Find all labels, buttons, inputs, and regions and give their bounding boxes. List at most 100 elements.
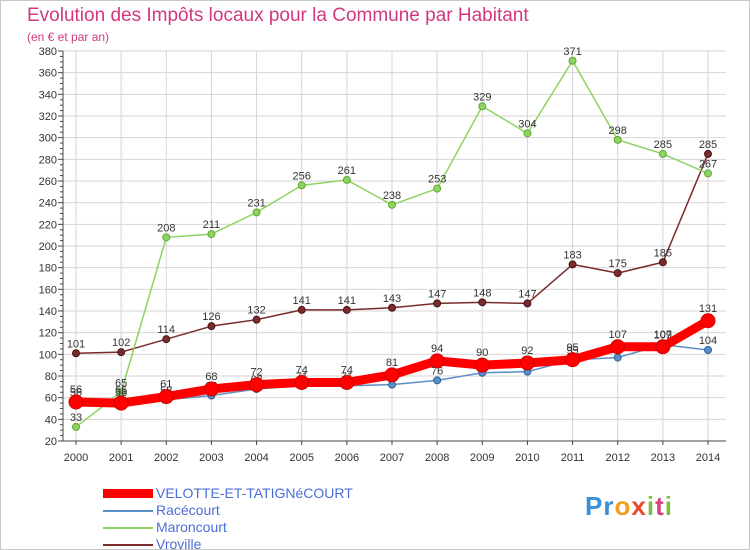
data-point [704, 346, 712, 354]
series-vroville: 101 102 114 126 132 141 141 143 147 148 147 183 175 1… [67, 139, 717, 358]
data-point [565, 352, 581, 368]
data-point [72, 422, 80, 431]
data-point [249, 377, 265, 393]
data-point [158, 389, 174, 405]
data-point [433, 184, 442, 193]
data-label: 238 [383, 190, 401, 202]
y-tick-label: 80 [45, 371, 57, 383]
data-point [613, 269, 622, 278]
x-tick-label: 2013 [651, 452, 675, 464]
data-point [700, 313, 716, 329]
data-point [519, 355, 535, 371]
x-tick-label: 2007 [380, 452, 404, 464]
data-point [297, 181, 306, 190]
data-point [658, 258, 667, 267]
y-tick-label: 140 [39, 306, 57, 318]
y-tick-label: 240 [39, 198, 57, 210]
x-tick-label: 2006 [335, 452, 359, 464]
logo-letter: i [646, 491, 656, 521]
y-tick-label: 280 [39, 154, 57, 166]
data-label: 298 [609, 125, 627, 137]
data-label: 141 [338, 295, 356, 307]
data-point [207, 322, 216, 331]
data-label: 72 [250, 367, 262, 379]
data-point [704, 169, 712, 178]
y-tick-label: 120 [39, 328, 57, 340]
data-label: 147 [428, 288, 446, 300]
legend-swatch [103, 544, 153, 546]
data-point [252, 208, 261, 217]
data-label: 81 [386, 357, 398, 369]
data-label: 175 [609, 258, 627, 270]
data-label: 76 [431, 365, 443, 377]
data-point [388, 303, 396, 312]
data-point [113, 395, 129, 411]
data-label: 102 [112, 337, 130, 349]
legend-label: Racécourt [156, 502, 220, 518]
x-tick-label: 2004 [244, 452, 268, 464]
data-label: 141 [293, 295, 311, 307]
y-tick-label: 160 [39, 284, 57, 296]
data-label: 104 [699, 335, 717, 347]
y-tick-label: 300 [39, 133, 57, 145]
data-point [433, 299, 442, 308]
data-point [568, 260, 577, 269]
series-maroncourt: 33 65 208 211 231 256 261 238 253 329 304 371 298 285… [70, 46, 717, 431]
data-point [207, 230, 216, 239]
data-point [384, 367, 400, 383]
y-tick-label: 260 [39, 176, 57, 188]
logo-letter: t [655, 491, 665, 521]
logo-letter: i [664, 491, 673, 521]
data-label: 147 [518, 288, 536, 300]
data-point [388, 200, 396, 209]
logo-letter: r [603, 491, 615, 521]
data-point [474, 357, 490, 373]
x-tick-label: 2010 [515, 452, 539, 464]
y-tick-label: 320 [39, 111, 57, 123]
legend-swatch [103, 489, 153, 498]
x-tick-label: 2008 [425, 452, 449, 464]
legend-swatch [103, 510, 153, 512]
x-tick-label: 2005 [289, 452, 313, 464]
data-label: 143 [383, 293, 401, 305]
y-tick-label: 40 [45, 414, 57, 426]
data-label: 285 [654, 139, 672, 151]
data-point [610, 339, 626, 355]
x-tick-label: 2001 [109, 452, 133, 464]
data-point [339, 375, 355, 390]
x-tick-label: 2002 [154, 452, 178, 464]
x-tick-label: 2011 [561, 452, 585, 464]
legend-label: Vroville [156, 536, 202, 550]
data-label: 371 [563, 46, 581, 58]
data-label: 56 [115, 387, 127, 399]
data-label: 74 [296, 365, 308, 377]
chart-subtitle: (en € et par an) [27, 30, 110, 44]
proxiti-logo: Proxiti [585, 491, 673, 522]
data-label: 101 [67, 338, 85, 350]
logo-letter: P [585, 491, 604, 521]
x-tick-label: 2000 [64, 452, 88, 464]
y-tick-label: 100 [39, 349, 57, 361]
data-point [478, 102, 487, 111]
y-tick-label: 220 [39, 219, 57, 231]
data-point [68, 394, 84, 410]
data-label: 107 [609, 329, 627, 341]
data-point [203, 381, 219, 397]
data-point [252, 315, 261, 324]
chart-title: Evolution des Impôts locaux pour la Comm… [27, 5, 529, 26]
data-label: 261 [338, 165, 356, 177]
data-label: 267 [699, 158, 717, 170]
data-label: 94 [431, 343, 443, 355]
data-label: 68 [205, 371, 217, 383]
x-tick-label: 2009 [470, 452, 494, 464]
data-point [342, 175, 351, 184]
y-tick-label: 60 [45, 393, 57, 405]
y-tick-label: 380 [39, 46, 57, 58]
data-label: 109 [654, 330, 672, 342]
data-label: 33 [70, 412, 82, 424]
data-label: 126 [202, 311, 220, 323]
legend-label: Maroncourt [156, 519, 227, 535]
